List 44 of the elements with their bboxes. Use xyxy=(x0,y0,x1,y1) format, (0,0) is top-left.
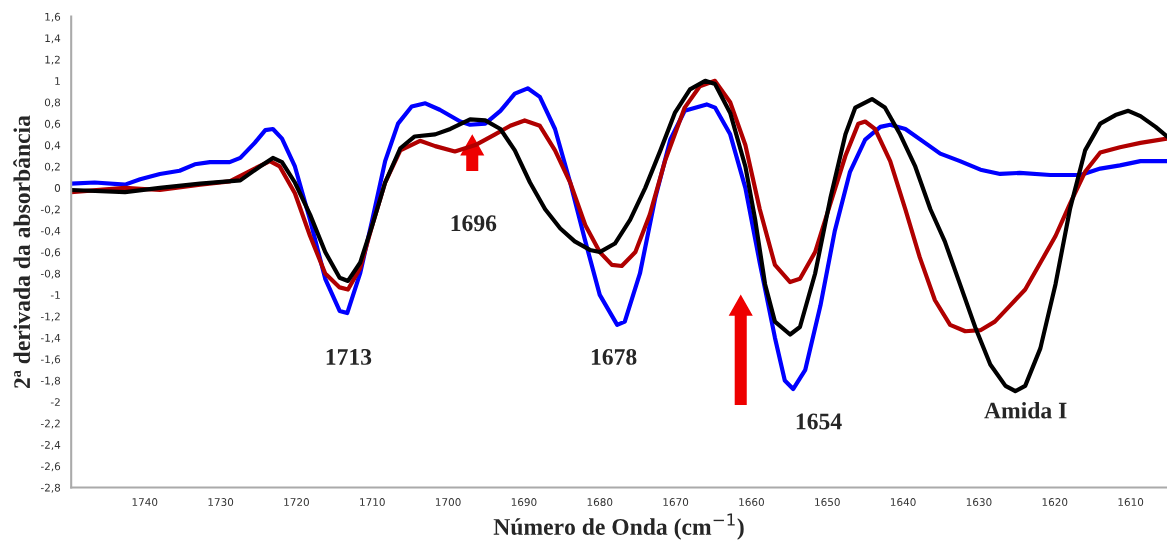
y-tick-label: -2 xyxy=(50,398,60,406)
x-tick-label: 1640 xyxy=(890,498,916,506)
x-tick-label: 1650 xyxy=(815,498,840,506)
x-tick-label: 1680 xyxy=(587,498,613,506)
y-tick-label: -1,8 xyxy=(40,376,61,386)
x-tick-label: 1710 xyxy=(360,498,385,506)
y-tick-label: -1,2 xyxy=(40,312,60,322)
x-tick-label: 1620 xyxy=(1042,498,1068,506)
y-tick-label: -2,8 xyxy=(40,483,61,493)
x-tick-label: 1630 xyxy=(966,498,992,506)
y-tick-label: -1,6 xyxy=(40,355,61,365)
annotation: 1696 xyxy=(451,215,497,232)
y-tick-label: 0,6 xyxy=(44,119,61,129)
x-tick-label: 1730 xyxy=(208,498,234,506)
y-tick-label: 1,4 xyxy=(45,34,61,44)
annotation: 1678 xyxy=(591,348,637,365)
x-tick-label: 1690 xyxy=(511,498,537,506)
y-tick-label: -1 xyxy=(50,291,60,299)
x-tick-label: 1720 xyxy=(284,498,309,506)
y-tick-label: 0 xyxy=(54,184,61,192)
y-tick-label: -0,6 xyxy=(40,248,61,258)
y-tick-label: 1,2 xyxy=(45,55,60,65)
annotation: 1713 xyxy=(326,349,372,365)
x-tick-label: 1670 xyxy=(663,498,689,506)
x-axis-title: Número de Onda (cm$^{−1}$) xyxy=(493,513,744,540)
y-axis-title: 2ª derivada da absorbância xyxy=(13,115,31,389)
x-tick-label: 1700 xyxy=(435,498,461,506)
x-tick-label: 1610 xyxy=(1118,498,1144,506)
y-tick-label: -1,4 xyxy=(40,334,61,343)
annotation: Amida I xyxy=(984,401,1067,419)
y-tick-label: 0,4 xyxy=(44,141,61,151)
y-tick-label: -2,2 xyxy=(40,419,60,429)
y-tick-label: 0,2 xyxy=(44,162,60,172)
x-tick-label: 1660 xyxy=(739,498,764,506)
y-tick-label: -2,4 xyxy=(40,440,61,450)
y-tick-label: -0,4 xyxy=(40,226,61,236)
y-tick-label: 1 xyxy=(55,77,60,85)
x-tick-label: 1740 xyxy=(132,498,158,506)
y-tick-label: 1,6 xyxy=(45,12,61,22)
y-tick-label: -2,6 xyxy=(40,462,61,472)
y-tick-label: 0,8 xyxy=(44,98,61,108)
y-tick-label: -0,8 xyxy=(40,269,61,279)
annotation: 1654 xyxy=(796,413,842,430)
y-tick-label: -0,2 xyxy=(40,205,60,215)
